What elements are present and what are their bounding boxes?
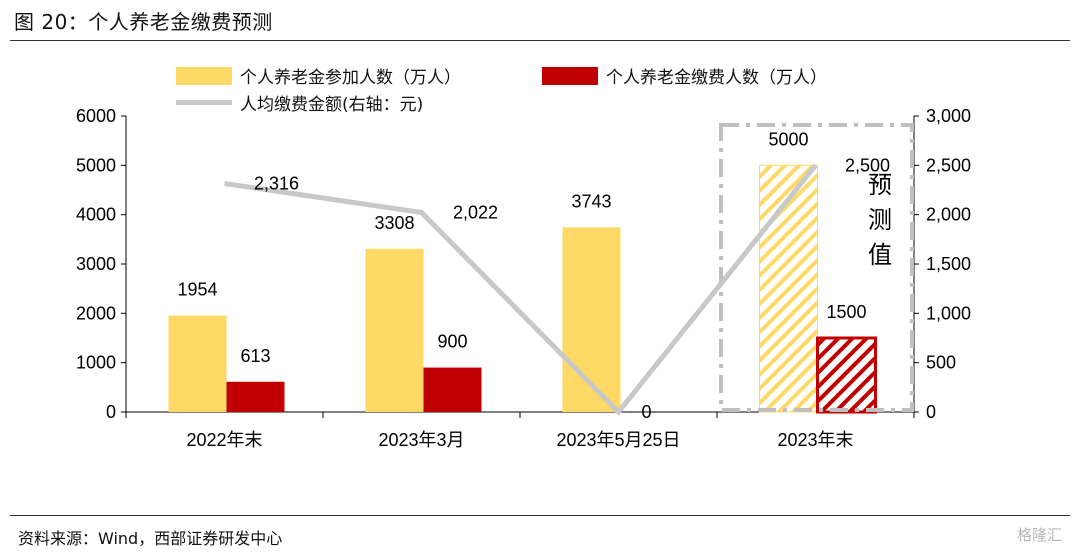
right-tick-label: 500 [926, 353, 956, 373]
data-label-contributors: 1500 [826, 302, 866, 322]
watermark-text: 格隆汇 [1016, 526, 1062, 544]
forecast-label-char: 测 [868, 207, 892, 234]
right-tick-label: 1,000 [926, 303, 971, 323]
data-label-participants: 1954 [177, 280, 217, 300]
data-label-avg-amount: 2,022 [453, 202, 498, 222]
left-tick-label: 4000 [76, 205, 116, 225]
legend-label-contributors: 个人养老金缴费人数（万人） [606, 68, 827, 88]
x-tick-label: 2023年5月25日 [556, 430, 680, 450]
bar-contributors [423, 367, 482, 412]
right-tick-label: 2,000 [926, 205, 971, 225]
right-tick-label: 3,000 [926, 106, 971, 126]
legend-item-contributors: 个人养老金缴费人数（万人） [542, 63, 827, 88]
x-tick-label: 2022年末 [186, 430, 262, 450]
data-label-avg-amount: 2,500 [845, 155, 890, 175]
legend-item-avg-amount: 人均缴费金额(右轴：元) [176, 90, 423, 115]
data-label-participants: 3308 [374, 213, 414, 233]
source-note: 资料来源：Wind，西部证券研发中心 [18, 529, 283, 548]
x-tick-label: 2023年3月 [378, 430, 464, 450]
bar-participants [168, 315, 227, 412]
left-tick-label: 2000 [76, 303, 116, 323]
bar-participants [759, 164, 818, 413]
legend-swatch-contributors [542, 66, 598, 85]
figure-title: 图 20：个人养老金缴费预测 [14, 10, 273, 34]
data-label-participants: 3743 [571, 191, 611, 211]
legend-swatch-avg-amount [176, 100, 232, 105]
top-rule [10, 40, 1070, 41]
avg-amount-line [224, 163, 818, 416]
left-tick-label: 5000 [76, 155, 116, 175]
data-label-contributors: 900 [437, 332, 467, 352]
left-tick-label: 1000 [76, 353, 116, 373]
legend-label-participants: 个人养老金参加人数（万人） [240, 68, 461, 88]
forecast-label-char: 值 [868, 242, 892, 269]
data-label-avg-amount: 0 [641, 402, 651, 422]
left-tick-label: 6000 [76, 106, 116, 126]
forecast-label-char: 预 [868, 172, 892, 199]
right-tick-label: 2,500 [926, 155, 971, 175]
data-label-avg-amount: 2,316 [254, 173, 299, 193]
left-tick-label: 3000 [76, 254, 116, 274]
bottom-rule [10, 515, 1070, 516]
forecast-box [719, 123, 914, 412]
data-label-contributors: 613 [240, 346, 270, 366]
right-tick-label: 1,500 [926, 254, 971, 274]
data-label-participants: 5000 [768, 129, 808, 149]
left-tick-label: 0 [106, 402, 116, 422]
bar-participants [365, 248, 424, 412]
bar-contributors [816, 336, 877, 414]
legend-item-participants: 个人养老金参加人数（万人） [176, 63, 461, 88]
x-tick-label: 2023年末 [777, 430, 853, 450]
legend-label-avg-amount: 人均缴费金额(右轴：元) [240, 95, 424, 115]
bar-contributors [226, 381, 285, 412]
right-tick-label: 0 [926, 402, 936, 422]
legend-swatch-participants [176, 66, 232, 85]
